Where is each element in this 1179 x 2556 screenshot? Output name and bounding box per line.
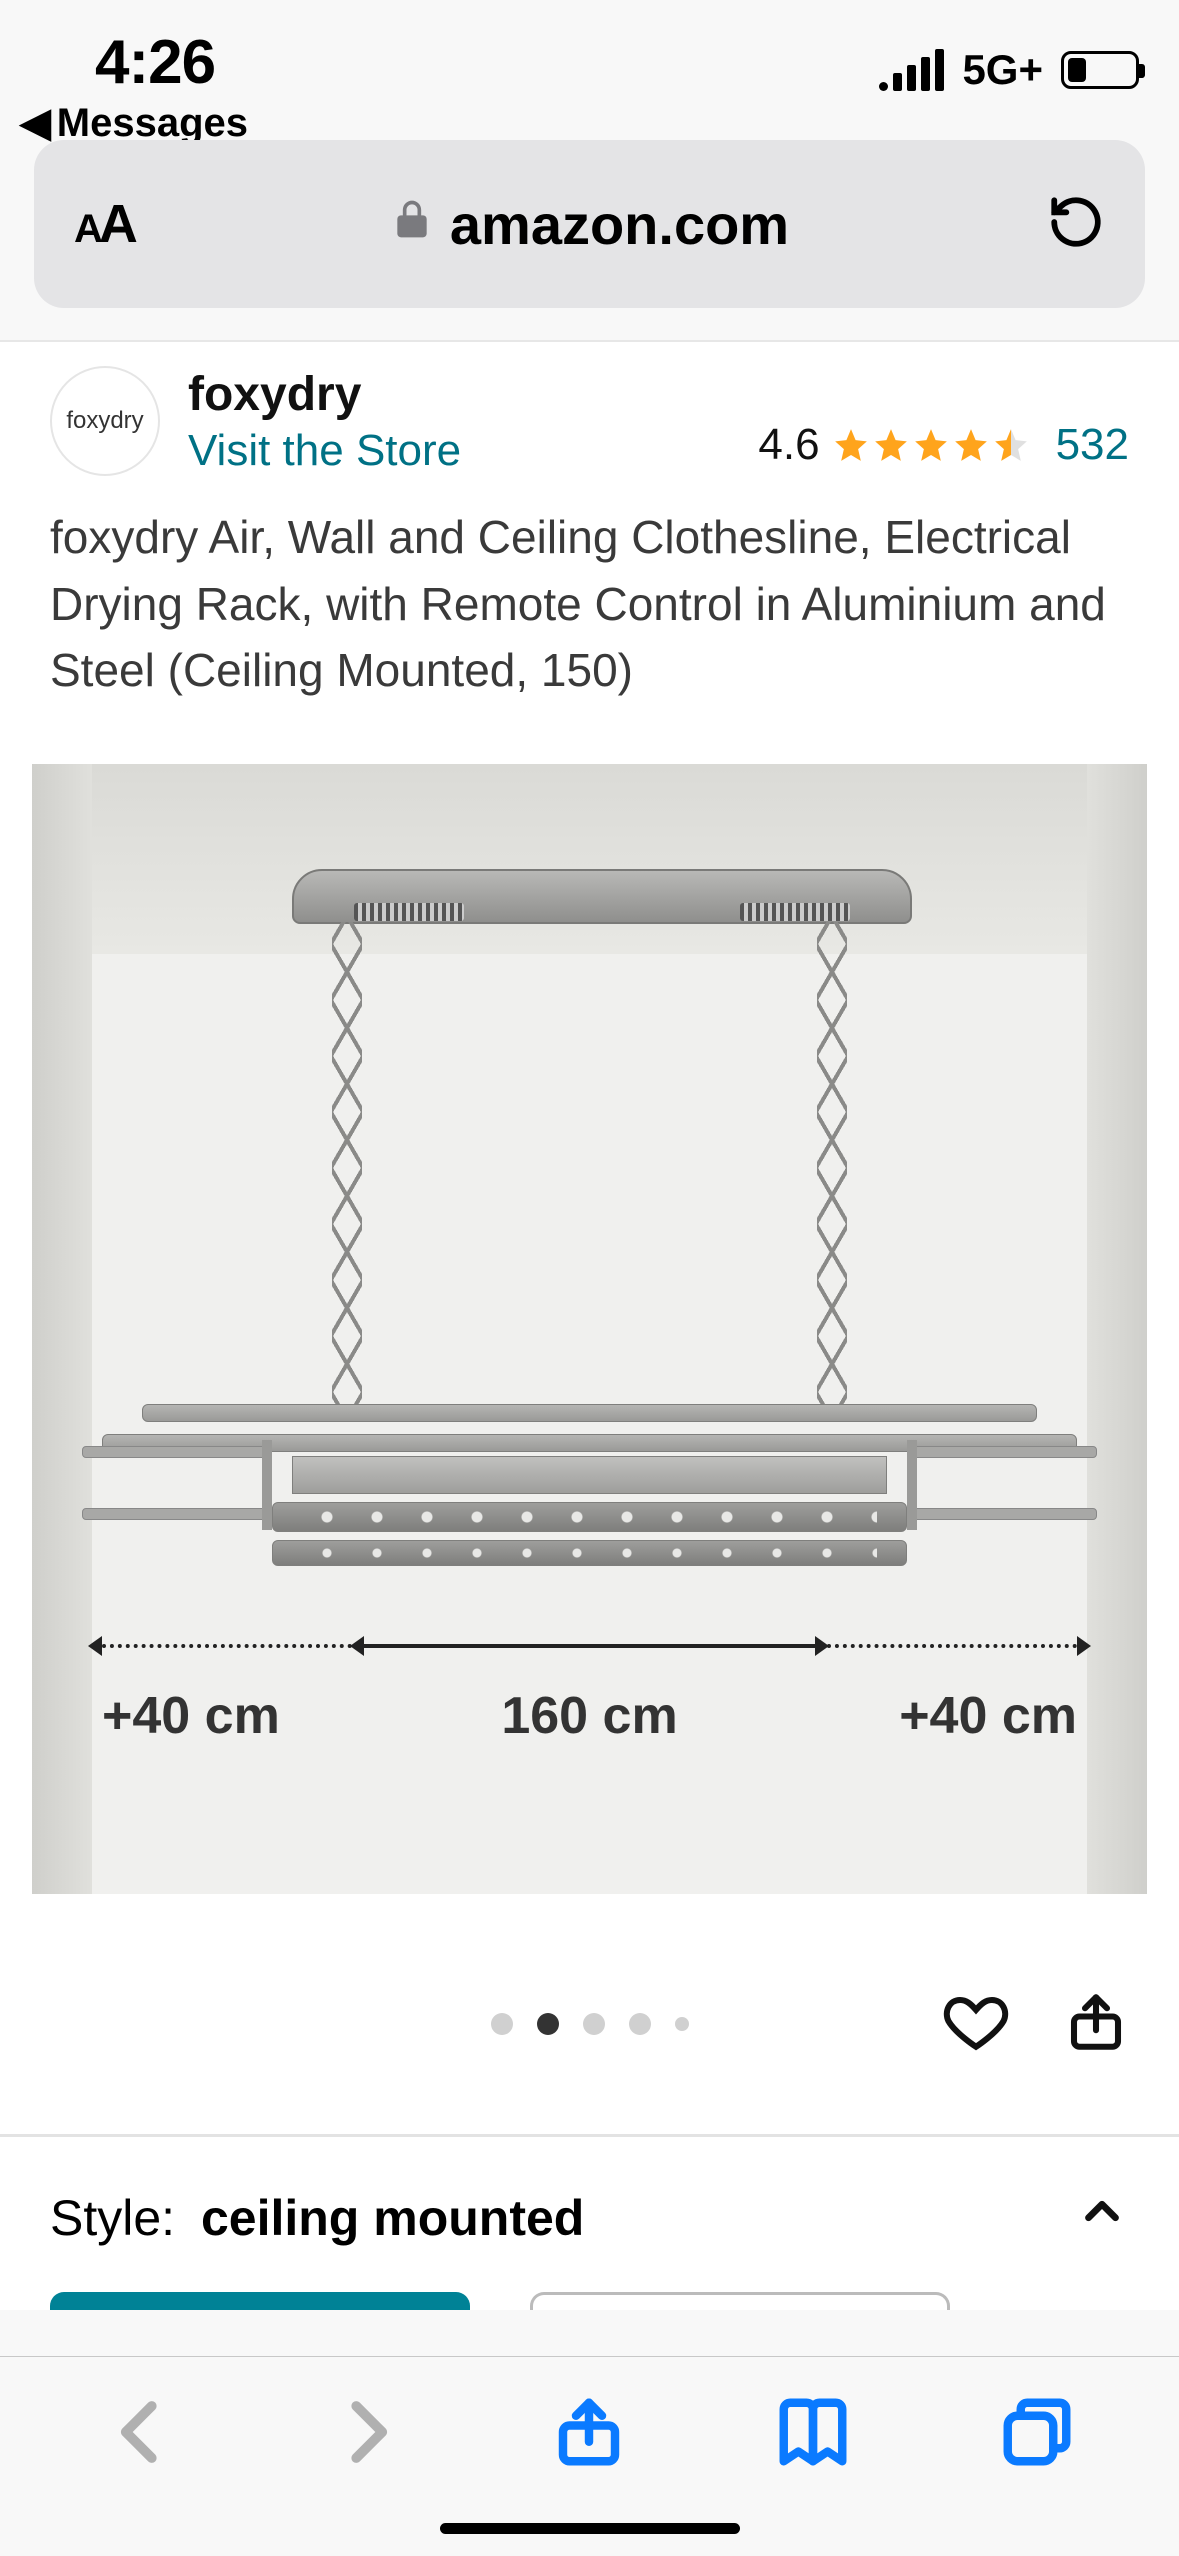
- scissor-arm: [332, 922, 362, 1422]
- battery-icon: [1061, 51, 1139, 89]
- style-selector[interactable]: Style: ceiling mounted: [0, 2137, 1179, 2252]
- safari-toolbar: [0, 2356, 1179, 2556]
- tabs-button[interactable]: [992, 2393, 1082, 2471]
- safari-share-button[interactable]: [544, 2393, 634, 2471]
- pager-dot[interactable]: [629, 2013, 651, 2035]
- back-app-label: Messages: [57, 101, 248, 146]
- brand-name: foxydry: [188, 367, 758, 422]
- address-bar[interactable]: AA amazon.com: [34, 140, 1145, 308]
- chevron-left-icon: ◀: [20, 100, 51, 146]
- rating[interactable]: 4.6 532: [758, 420, 1129, 470]
- dim-right: +40 cm: [899, 1686, 1077, 1746]
- dim-left: +40 cm: [102, 1686, 280, 1746]
- style-option[interactable]: [530, 2292, 950, 2310]
- style-label: Style:: [50, 2190, 175, 2246]
- dimension-overlay: +40 cm 160 cm +40 cm: [92, 1634, 1087, 1746]
- chevron-up-icon: [1075, 2183, 1129, 2252]
- status-bar: 4:26 ◀ Messages 5G+: [0, 0, 1179, 140]
- pager-dot[interactable]: [537, 2013, 559, 2035]
- lock-icon: [390, 197, 434, 251]
- product-title: foxydry Air, Wall and Ceiling Clotheslin…: [0, 486, 1179, 704]
- network-label: 5G+: [962, 46, 1043, 94]
- home-indicator[interactable]: [440, 2523, 740, 2534]
- style-option-selected[interactable]: [50, 2292, 470, 2310]
- ceiling-mount: [292, 869, 912, 924]
- rating-score: 4.6: [758, 420, 819, 470]
- wishlist-button[interactable]: [943, 1989, 1009, 2060]
- drying-rack: [102, 1404, 1077, 1564]
- status-right: 5G+: [879, 46, 1139, 94]
- pager-dot[interactable]: [491, 2013, 513, 2035]
- nav-back-button[interactable]: [97, 2393, 187, 2471]
- text-size-button[interactable]: AA: [74, 193, 134, 255]
- pager-dot[interactable]: [675, 2017, 689, 2031]
- share-button[interactable]: [1063, 1989, 1129, 2060]
- reload-button[interactable]: [1047, 193, 1105, 256]
- brand-logo[interactable]: foxydry: [50, 366, 160, 476]
- product-image[interactable]: +40 cm 160 cm +40 cm: [32, 764, 1147, 1894]
- scissor-arm: [817, 922, 847, 1422]
- address-domain: amazon.com: [450, 192, 789, 257]
- bookmarks-button[interactable]: [768, 2393, 858, 2471]
- dim-center: 160 cm: [501, 1686, 677, 1746]
- image-pager[interactable]: [491, 2013, 689, 2035]
- status-time: 4:26: [95, 27, 215, 98]
- cellular-signal-icon: [879, 49, 944, 91]
- nav-forward-button[interactable]: [321, 2393, 411, 2471]
- rating-count: 532: [1056, 420, 1129, 470]
- visit-store-link[interactable]: Visit the Store: [188, 426, 758, 476]
- rating-stars: [832, 426, 1030, 464]
- pager-dot[interactable]: [583, 2013, 605, 2035]
- page-content: foxydry foxydry Visit the Store 4.6: [0, 340, 1179, 2310]
- style-value: ceiling mounted: [201, 2190, 584, 2246]
